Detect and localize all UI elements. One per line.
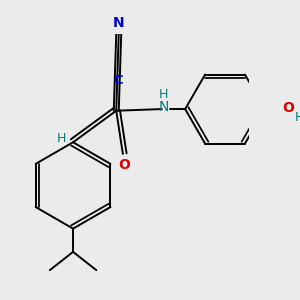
Text: N: N: [158, 100, 169, 114]
Text: H: H: [295, 111, 300, 124]
Text: N: N: [113, 16, 124, 30]
Text: H: H: [57, 132, 66, 145]
Text: O: O: [118, 158, 130, 172]
Text: H: H: [159, 88, 168, 101]
Text: C: C: [113, 74, 123, 87]
Text: O: O: [282, 101, 294, 115]
